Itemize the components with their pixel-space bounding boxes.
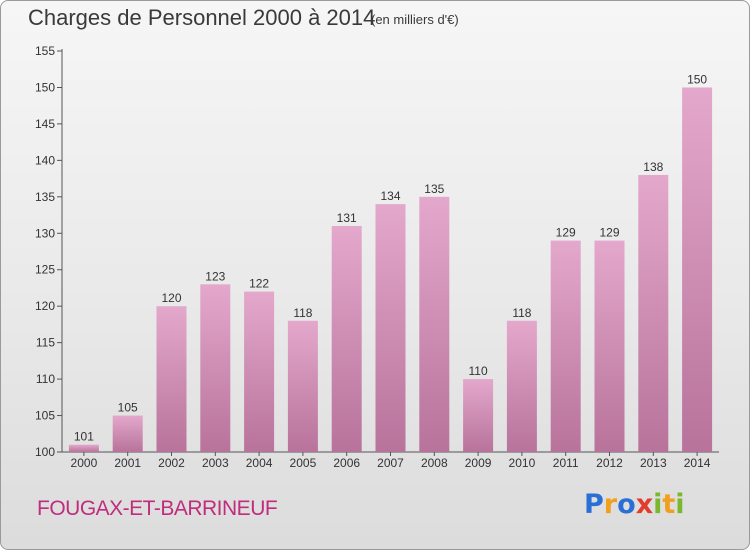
x-tick-label: 2011 — [553, 456, 579, 470]
proxiti-logo: Proxiti — [584, 489, 685, 520]
x-tick-label: 2005 — [290, 456, 317, 470]
x-tick-label: 2006 — [333, 456, 360, 470]
data-label-2013: 138 — [643, 160, 663, 174]
bar-2008 — [419, 196, 450, 452]
logo-letter: x — [635, 489, 654, 520]
bar-2014 — [682, 87, 713, 453]
x-tick-label: 2000 — [71, 456, 98, 470]
y-tick-label: 155 — [35, 44, 55, 58]
bar-2009 — [463, 379, 494, 452]
x-tick-label: 2003 — [202, 456, 229, 470]
bar-2006 — [331, 225, 362, 452]
bar-2003 — [200, 284, 231, 452]
chart-title: Charges de Personnel 2000 à 2014 — [28, 5, 376, 30]
axes: 100 105 110 115 120 125 130 135 140 145 150 155 2000… — [35, 44, 719, 470]
x-tick-label: 2014 — [684, 456, 711, 470]
bar-2012 — [594, 240, 625, 452]
x-tick-label: 2010 — [509, 456, 536, 470]
data-label-2010: 118 — [512, 306, 531, 320]
y-tick-label: 115 — [36, 336, 55, 350]
logo-letter: P — [584, 489, 604, 520]
data-labels: 101 105 120 123 122 118 131 134 135 110 118 129 129 1… — [74, 72, 708, 443]
x-tick-label: 2008 — [421, 456, 448, 470]
logo-letter: t — [662, 489, 676, 520]
data-label-2002: 120 — [161, 291, 181, 305]
logo-letter: o — [617, 489, 636, 520]
y-tick-label: 140 — [35, 153, 55, 167]
data-label-2009: 110 — [469, 364, 488, 378]
bar-2010 — [506, 320, 537, 452]
bar-2004 — [244, 291, 275, 452]
x-tick-label: 2001 — [114, 456, 141, 470]
y-tick-label: 105 — [35, 409, 55, 423]
data-label-2005: 118 — [293, 306, 312, 320]
logo-letter: i — [653, 489, 663, 520]
bar-2007 — [375, 204, 406, 452]
data-label-2012: 129 — [599, 226, 619, 240]
x-tick-label: 2013 — [640, 456, 667, 470]
x-tick-label: 2009 — [465, 456, 492, 470]
data-label-2011: 129 — [556, 226, 576, 240]
bars — [68, 87, 713, 453]
x-tick-label: 2002 — [158, 456, 185, 470]
x-tick-label: 2007 — [377, 456, 404, 470]
y-tick-label: 135 — [35, 190, 55, 204]
data-label-2003: 123 — [205, 269, 225, 283]
data-label-2004: 122 — [249, 277, 269, 291]
x-tick-label: 2012 — [596, 456, 623, 470]
y-tick-label: 100 — [35, 445, 55, 459]
y-tick-label: 145 — [35, 117, 55, 131]
bar-2002 — [156, 306, 187, 452]
data-label-2007: 134 — [380, 189, 400, 203]
x-tick-label: 2004 — [246, 456, 273, 470]
bar-2013 — [638, 174, 669, 453]
bar-2000 — [68, 444, 99, 452]
y-tick-label: 150 — [35, 80, 55, 94]
logo-letter: i — [675, 489, 685, 520]
bar-2011 — [550, 240, 581, 452]
data-label-2001: 105 — [118, 401, 138, 415]
y-tick-label: 110 — [36, 372, 55, 386]
y-tick-label: 130 — [35, 226, 55, 240]
data-label-2008: 135 — [424, 182, 444, 196]
data-label-2000: 101 — [74, 430, 94, 444]
data-label-2006: 131 — [337, 211, 357, 225]
chart-subtitle: (en milliers d'€) — [371, 12, 459, 27]
y-tick-label: 120 — [35, 299, 55, 313]
logo-letter: r — [603, 489, 618, 520]
data-label-2014: 150 — [687, 72, 707, 86]
bar-2005 — [287, 320, 318, 452]
y-tick-label: 125 — [35, 263, 55, 277]
bar-2001 — [112, 415, 143, 452]
place-name: FOUGAX-ET-BARRINEUF — [37, 497, 278, 520]
